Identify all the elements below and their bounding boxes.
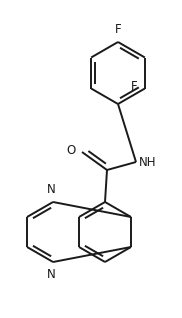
Text: N: N xyxy=(47,183,55,196)
Text: NH: NH xyxy=(139,156,157,169)
Text: N: N xyxy=(47,268,55,281)
Text: F: F xyxy=(115,23,121,36)
Text: F: F xyxy=(131,80,138,93)
Text: O: O xyxy=(67,143,76,156)
